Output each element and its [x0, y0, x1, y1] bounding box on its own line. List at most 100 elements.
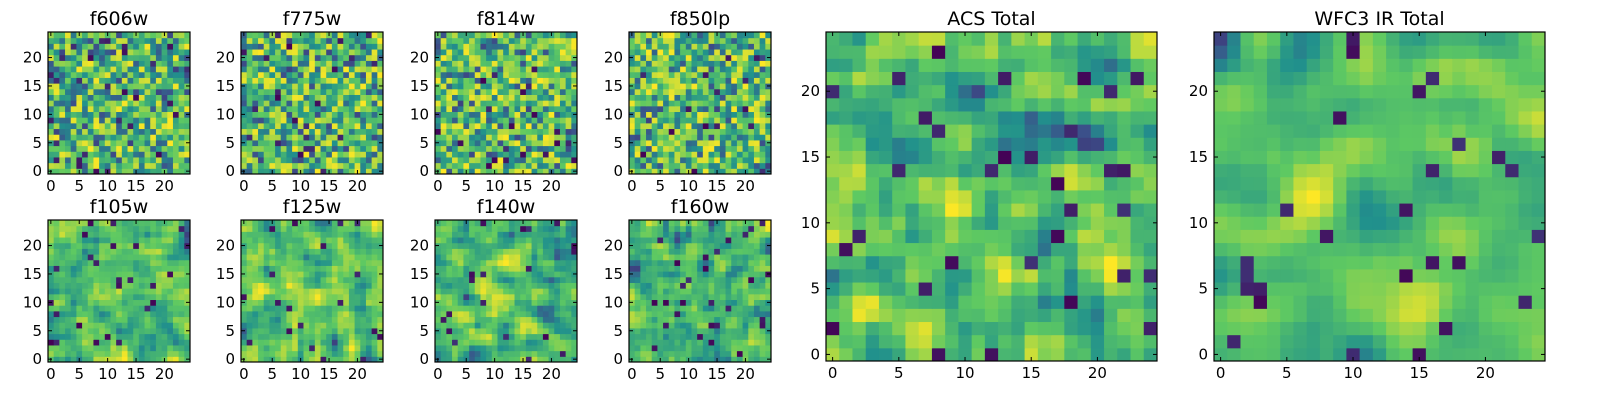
- heatmap-cell: [440, 299, 447, 306]
- heatmap-cell: [337, 88, 344, 95]
- heatmap-cell: [365, 139, 373, 147]
- heatmap-cell: [292, 356, 299, 363]
- heatmap-cell: [348, 88, 356, 95]
- heatmap-cell: [714, 145, 721, 152]
- heatmap-cell: [508, 100, 516, 107]
- heatmap-cell: [651, 350, 658, 357]
- heatmap-cell: [144, 168, 151, 175]
- heatmap-cell: [537, 276, 544, 283]
- heatmap-cell: [559, 54, 567, 61]
- heatmap-cell: [320, 105, 327, 113]
- heatmap-cell: [525, 271, 533, 278]
- heatmap-cell: [571, 265, 578, 272]
- heatmap-cell: [286, 350, 293, 357]
- heatmap-cell: [155, 156, 163, 164]
- heatmap-cell: [320, 305, 327, 312]
- heatmap-cell: [167, 276, 174, 283]
- heatmap-cell: [48, 156, 55, 164]
- heatmap-cell: [110, 77, 117, 84]
- heatmap-cell: [377, 37, 384, 44]
- heatmap-cell: [303, 225, 310, 232]
- heatmap-cell: [491, 117, 498, 124]
- heatmap-cell: [435, 231, 442, 238]
- heatmap-cell: [480, 237, 487, 244]
- heatmap-cell: [463, 288, 470, 295]
- heatmap-cell: [469, 156, 476, 164]
- heatmap-cell: [76, 276, 83, 283]
- heatmap-cell: [121, 162, 129, 169]
- heatmap-cell: [634, 276, 641, 283]
- heatmap-cell: [76, 350, 83, 357]
- heatmap-cell: [178, 128, 185, 135]
- heatmap-cell: [480, 156, 487, 164]
- heatmap-cell: [331, 156, 339, 164]
- heatmap-cell: [440, 83, 447, 90]
- heatmap-cell: [377, 276, 384, 283]
- heatmap-cell: [121, 105, 129, 113]
- heatmap-cell: [354, 83, 361, 90]
- heatmap-cell: [252, 293, 259, 301]
- heatmap-cell: [320, 128, 327, 135]
- heatmap-cell: [65, 168, 72, 175]
- x-tick-label: 20: [348, 177, 367, 195]
- heatmap-cell: [486, 339, 493, 346]
- heatmap-cell: [371, 220, 378, 227]
- heatmap-cell: [668, 105, 675, 113]
- heatmap-cell: [65, 327, 72, 335]
- heatmap-cell: [674, 100, 681, 107]
- heatmap-cell: [480, 54, 487, 61]
- heatmap-cell: [508, 327, 516, 335]
- heatmap-cell: [241, 254, 248, 261]
- heatmap-cell: [150, 265, 157, 272]
- heatmap-cell: [76, 299, 83, 306]
- heatmap-cell: [172, 88, 180, 95]
- heatmap-cell: [116, 162, 123, 169]
- heatmap-cell: [133, 327, 140, 335]
- heatmap-cell: [480, 162, 487, 169]
- heatmap-cell: [565, 139, 572, 147]
- heatmap-cell: [742, 49, 749, 56]
- heatmap-cell: [548, 288, 555, 295]
- heatmap-cell: [469, 145, 476, 152]
- heatmap-cell: [275, 83, 282, 90]
- heatmap-cell: [331, 339, 339, 346]
- heatmap-cell: [554, 66, 561, 73]
- heatmap-cell: [104, 254, 111, 261]
- heatmap-cell: [48, 122, 55, 130]
- heatmap-cell: [133, 271, 140, 278]
- heatmap-cell: [440, 156, 447, 164]
- heatmap-cell: [463, 54, 470, 61]
- heatmap-cell: [514, 339, 521, 346]
- heatmap-cell: [127, 259, 134, 266]
- heatmap-cell: [178, 225, 185, 232]
- heatmap-cell: [559, 100, 567, 107]
- heatmap-cell: [474, 276, 481, 283]
- heatmap-cell: [314, 254, 322, 261]
- heatmap-cell: [565, 259, 572, 266]
- heatmap-cell: [565, 60, 572, 67]
- heatmap-cell: [657, 310, 664, 318]
- heatmap-cell: [348, 344, 356, 352]
- heatmap-cell: [155, 254, 163, 261]
- heatmap-cell: [292, 128, 299, 135]
- heatmap-cell: [331, 117, 339, 124]
- heatmap-cell: [337, 49, 344, 56]
- heatmap-cell: [348, 254, 356, 261]
- heatmap-cell: [640, 134, 647, 141]
- heatmap-cell: [457, 327, 464, 335]
- heatmap-cell: [320, 333, 327, 340]
- heatmap-cell: [309, 293, 316, 301]
- heatmap-cell: [508, 322, 516, 329]
- heatmap-cell: [104, 316, 111, 323]
- heatmap-cell: [87, 32, 94, 39]
- heatmap-cell: [452, 37, 459, 44]
- heatmap-cell: [634, 54, 641, 61]
- heatmap-cell: [559, 305, 567, 312]
- heatmap-cell: [53, 254, 60, 261]
- heatmap-cell: [725, 322, 732, 329]
- heatmap-cell: [371, 259, 378, 266]
- heatmap-cell: [525, 237, 533, 244]
- heatmap-cell: [514, 356, 521, 363]
- heatmap-cell: [275, 339, 282, 346]
- heatmap-cell: [537, 356, 544, 363]
